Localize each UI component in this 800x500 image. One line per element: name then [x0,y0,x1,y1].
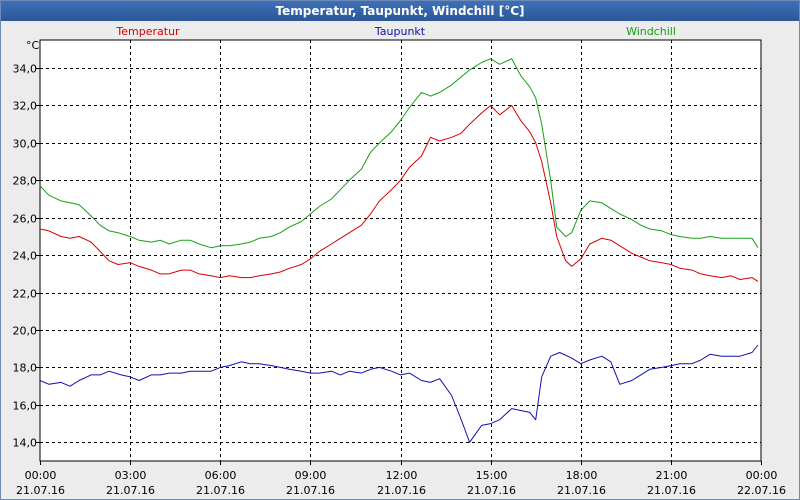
x-tick-time-label: 03:00 [115,469,147,482]
x-tick-date-label: 21.07.16 [106,484,155,497]
legend-temperatur: Temperatur [115,25,180,38]
y-tick-label: 28,0 [13,175,38,188]
y-tick-label: 34,0 [13,63,38,76]
series-line-temperatur [39,105,759,282]
x-tick-date-label: 21.07.16 [647,484,696,497]
grid [40,40,761,461]
x-tick-date-label: 22.07.16 [737,484,786,497]
y-tick-label: 14,0 [13,437,38,450]
y-tick-label: 16,0 [13,400,38,413]
y-tick-label: 32,0 [13,100,38,113]
y-tick-label: 26,0 [13,213,38,226]
y-tick-label: 20,0 [13,325,38,338]
y-axis-ticks: 14,0 16,0 18,0 20,0 22,0 24,0 26,0 28,0 30,0 32,0… [13,63,40,450]
x-tick-time-label: 21:00 [656,469,688,482]
series-lines [39,58,759,443]
y-tick-label: 30,0 [13,138,38,151]
x-tick-time-label: 15:00 [476,469,508,482]
y-tick-label: 18,0 [13,362,38,375]
x-tick-date-label: 21.07.16 [196,484,245,497]
y-tick-label: 22,0 [13,288,38,301]
legend-windchill: Windchill [626,25,676,38]
plot-area [39,39,762,462]
window-title: Temperatur, Taupunkt, Windchill [°C] [1,1,799,21]
x-tick-time-label: 18:00 [566,469,598,482]
series-line-windchill [39,58,759,249]
y-tick-label: 24,0 [13,250,38,263]
x-tick-date-label: 21.07.16 [16,484,65,497]
x-tick-date-label: 21.07.16 [286,484,335,497]
x-tick-time-label: 12:00 [386,469,418,482]
x-tick-date-label: 21.07.16 [467,484,516,497]
x-tick-time-label: 00:00 [746,469,778,482]
x-tick-time-label: 09:00 [295,469,327,482]
legend-taupunkt: Taupunkt [374,25,426,38]
x-tick-date-label: 21.07.16 [557,484,606,497]
y-axis-unit-label: °C [26,39,40,52]
x-tick-time-label: 00:00 [25,469,57,482]
x-tick-time-label: 06:00 [205,469,237,482]
x-axis-ticks: 00:00 21.07.16 03:00 21.07.16 06:00 21.07.16 0… [16,461,786,497]
series-line-taupunkt [39,344,759,443]
x-tick-date-label: 21.07.16 [377,484,426,497]
